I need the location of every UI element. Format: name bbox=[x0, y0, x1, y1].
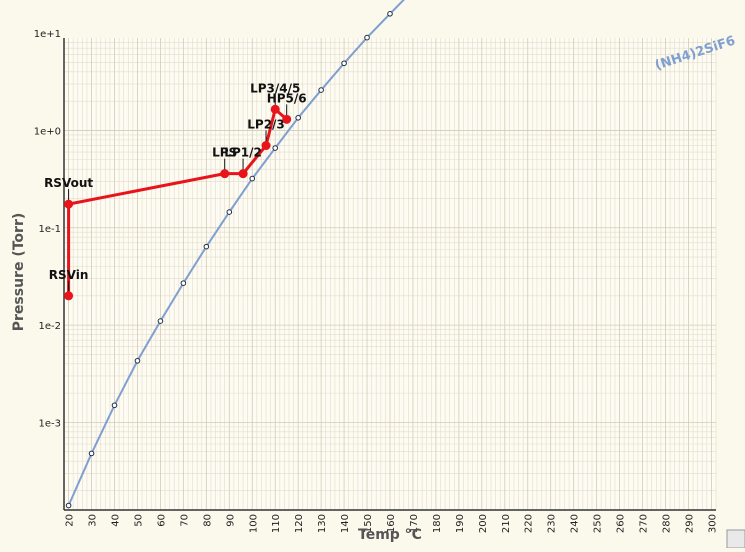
x-tick-label: 90 bbox=[225, 514, 236, 527]
x-tick-label: 300 bbox=[707, 514, 718, 533]
curve-point bbox=[65, 502, 72, 509]
x-tick-label: 40 bbox=[111, 514, 122, 527]
x-tick-label: 230 bbox=[547, 514, 558, 533]
curve-point bbox=[272, 145, 279, 151]
x-axis-title: Temp °C bbox=[358, 527, 422, 543]
x-tick-label: 100 bbox=[248, 514, 259, 533]
y-tick-label: 1e-3 bbox=[39, 418, 62, 429]
x-tick-label: 260 bbox=[616, 514, 627, 533]
x-tick-label: 80 bbox=[202, 514, 213, 527]
x-tick-label: 170 bbox=[409, 514, 420, 533]
curve-point bbox=[295, 114, 301, 121]
x-tick-labels: 20 30 40 50 60 70 80 90 100 110 120 130 140 150 160 170… bbox=[65, 514, 719, 533]
x-tick-label: 280 bbox=[661, 514, 672, 533]
x-tick-label: 160 bbox=[386, 514, 397, 533]
x-tick-label: 250 bbox=[593, 514, 604, 533]
curve-point bbox=[134, 357, 141, 364]
process-point-label: HP5/6 bbox=[267, 91, 307, 105]
x-tick-label: 20 bbox=[65, 514, 76, 527]
process-point-label: LPS bbox=[212, 146, 237, 160]
curve-point bbox=[341, 60, 347, 67]
axes bbox=[63, 38, 716, 511]
curve-point bbox=[157, 318, 164, 324]
y-tick-labels: 1e+31e+21e+11e+01e-11e-21e-3 bbox=[34, 29, 62, 429]
curve-point bbox=[249, 175, 256, 182]
process-point bbox=[282, 114, 292, 124]
x-tick-label: 60 bbox=[156, 514, 167, 527]
x-tick-label: 150 bbox=[363, 514, 374, 533]
process-point-label: RSVin bbox=[49, 268, 89, 282]
x-tick-label: 180 bbox=[432, 514, 443, 533]
x-tick-label: 120 bbox=[294, 514, 305, 533]
curve-point bbox=[180, 280, 187, 286]
x-tick-label: 70 bbox=[179, 514, 190, 527]
process-point-label: LP3/4/5 bbox=[250, 81, 300, 95]
process-point bbox=[64, 291, 74, 301]
corner-button[interactable] bbox=[726, 529, 745, 549]
curve-point bbox=[318, 87, 324, 93]
process-point bbox=[220, 169, 230, 179]
process-point-label: LP2/3 bbox=[247, 118, 285, 132]
process-point-label: RSVout bbox=[44, 176, 93, 190]
x-tick-label: 240 bbox=[570, 514, 581, 533]
curve-point bbox=[226, 209, 233, 215]
y-tick-label: 1e+0 bbox=[34, 126, 61, 137]
x-tick-label: 220 bbox=[524, 514, 535, 533]
x-tick-label: 190 bbox=[455, 514, 466, 533]
x-tick-label: 210 bbox=[501, 514, 512, 533]
x-tick-label: 140 bbox=[340, 514, 351, 533]
x-tick-label: 290 bbox=[684, 514, 695, 533]
y-tick-label: 1e-1 bbox=[39, 224, 62, 235]
curve-point bbox=[387, 11, 393, 17]
x-tick-label: 110 bbox=[271, 514, 282, 533]
x-tick-label: 50 bbox=[133, 514, 144, 527]
process-point bbox=[261, 141, 271, 151]
process-point bbox=[64, 199, 74, 209]
y-tick-label: 1e-2 bbox=[39, 321, 62, 332]
curve-point bbox=[111, 402, 118, 409]
curve-point bbox=[88, 450, 95, 457]
process-point bbox=[238, 169, 248, 179]
curve-point bbox=[203, 243, 210, 250]
x-tick-label: 30 bbox=[88, 514, 99, 527]
y-tick-label: 1e+1 bbox=[34, 29, 61, 40]
x-tick-label: 270 bbox=[639, 514, 650, 533]
process-point bbox=[270, 104, 280, 114]
x-tick-label: 130 bbox=[317, 514, 328, 533]
process-point-label: LP1/2 bbox=[224, 146, 262, 160]
x-tick-label: 200 bbox=[478, 514, 489, 533]
curve-point bbox=[364, 34, 370, 41]
y-axis-title: Pressure (Torr) bbox=[11, 213, 27, 331]
